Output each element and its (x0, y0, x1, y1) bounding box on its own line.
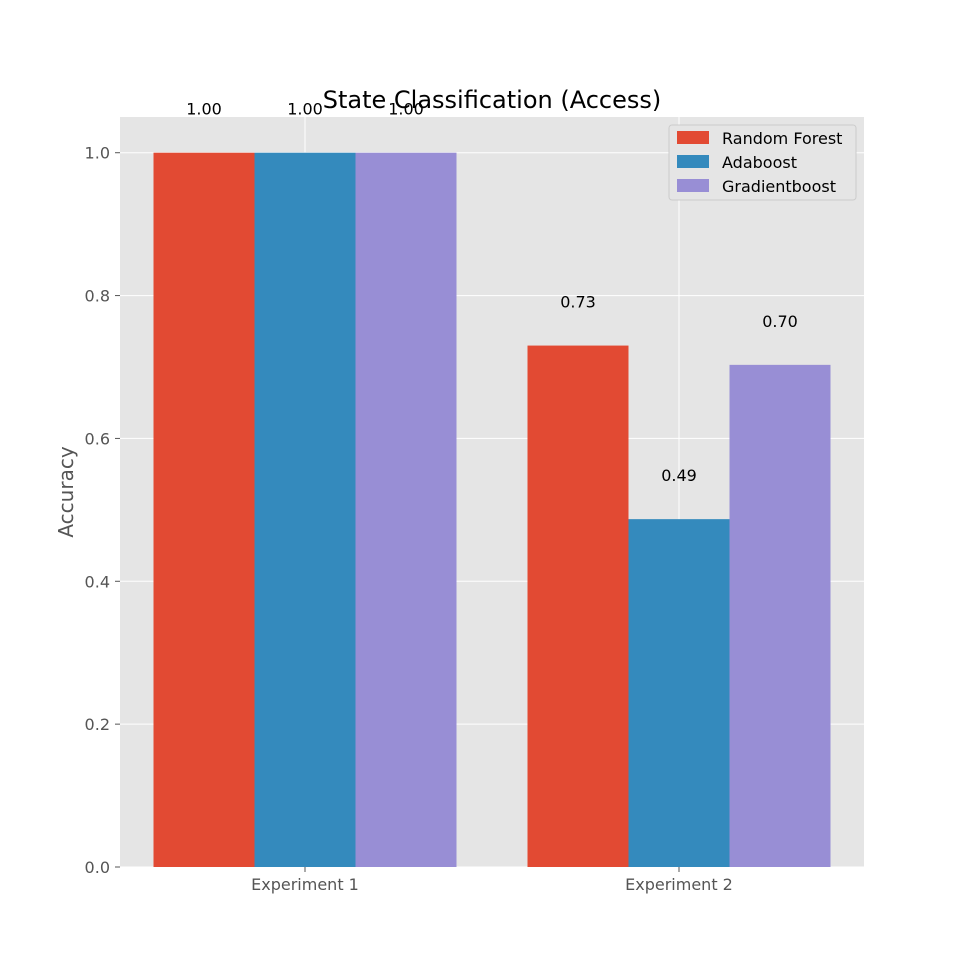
y-tick-label: 1.0 (85, 144, 110, 163)
legend-swatch (677, 155, 709, 168)
bar-value-label: 0.70 (762, 312, 798, 331)
legend-box (668, 124, 857, 201)
y-tick-label: 0.2 (85, 715, 110, 734)
legend-label: Gradientboost (722, 177, 836, 196)
bar-value-label: 1.00 (186, 100, 222, 119)
y-axis-label: Accuracy (54, 446, 78, 537)
y-tick-label: 0.4 (85, 572, 110, 591)
bar-adaboost (628, 519, 730, 867)
bar-value-label: 1.00 (388, 100, 424, 119)
x-axis: Experiment 1 Experiment 2 (251, 867, 733, 894)
bar-random-forest (527, 345, 629, 868)
bar-value-label: 1.00 (287, 100, 323, 119)
x-tick-label: Experiment 2 (625, 875, 733, 894)
bar-adaboost (254, 152, 356, 867)
y-axis: 0.0 0.2 0.4 0.6 0.8 1.0 (85, 144, 120, 877)
x-tick-label: Experiment 1 (251, 875, 359, 894)
y-tick-label: 0.8 (85, 287, 110, 306)
bar-gradientboost (355, 152, 457, 867)
chart-title: State Classification (Access) (323, 86, 661, 114)
bar-random-forest (153, 152, 255, 867)
legend-swatch (677, 179, 709, 192)
legend: Random Forest Adaboost Gradientboost (668, 124, 857, 201)
legend-label: Adaboost (722, 153, 797, 172)
bars (153, 152, 831, 868)
y-tick-label: 0.0 (85, 858, 110, 877)
bar-gradientboost (729, 364, 831, 867)
data-labels: 1.00 0.73 1.00 0.49 1.00 0.70 (186, 100, 798, 485)
legend-label: Random Forest (722, 129, 842, 148)
bar-value-label: 0.73 (560, 293, 596, 312)
y-tick-label: 0.6 (85, 429, 110, 448)
legend-swatch (677, 131, 709, 144)
bar-value-label: 0.49 (661, 466, 697, 485)
